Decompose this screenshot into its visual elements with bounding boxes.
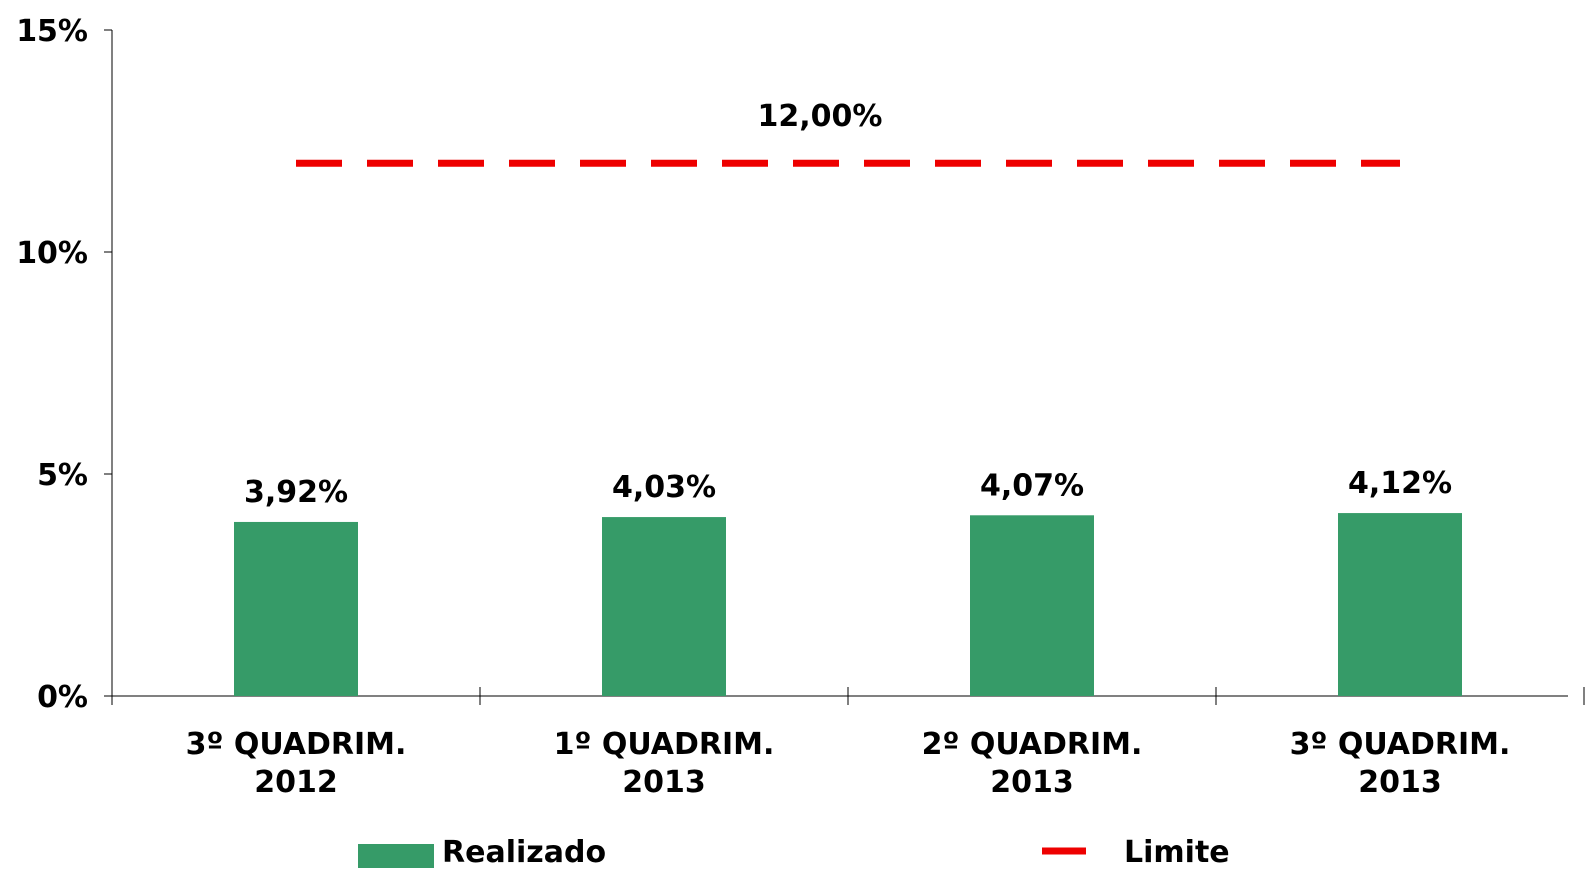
legend-swatch <box>358 844 434 868</box>
data-label: 4,12% <box>1348 466 1452 501</box>
data-label: 4,03% <box>612 470 716 505</box>
legend-label: Limite <box>1124 835 1230 870</box>
x-tick-label: 3º QUADRIM. <box>186 727 407 762</box>
data-label: 4,07% <box>980 468 1084 503</box>
bar <box>234 521 358 696</box>
x-tick-label: 3º QUADRIM. <box>1290 727 1511 762</box>
x-tick-label: 2012 <box>254 765 338 800</box>
y-tick-label: 15% <box>16 14 88 49</box>
y-tick-label: 10% <box>16 236 88 271</box>
x-tick-label: 2013 <box>990 765 1074 800</box>
y-tick-label: 5% <box>37 458 88 493</box>
x-tick-label: 2013 <box>1358 765 1442 800</box>
y-tick-label: 0% <box>37 680 88 715</box>
legend-label: Realizado <box>442 835 606 870</box>
bar <box>970 515 1094 696</box>
x-tick-label: 1º QUADRIM. <box>554 727 775 762</box>
x-tick-label: 2013 <box>622 765 706 800</box>
bar <box>1338 513 1462 696</box>
bar <box>602 517 726 696</box>
x-tick-label: 2º QUADRIM. <box>922 727 1143 762</box>
annotation: 12,00% <box>758 99 883 134</box>
data-label: 3,92% <box>244 475 348 510</box>
